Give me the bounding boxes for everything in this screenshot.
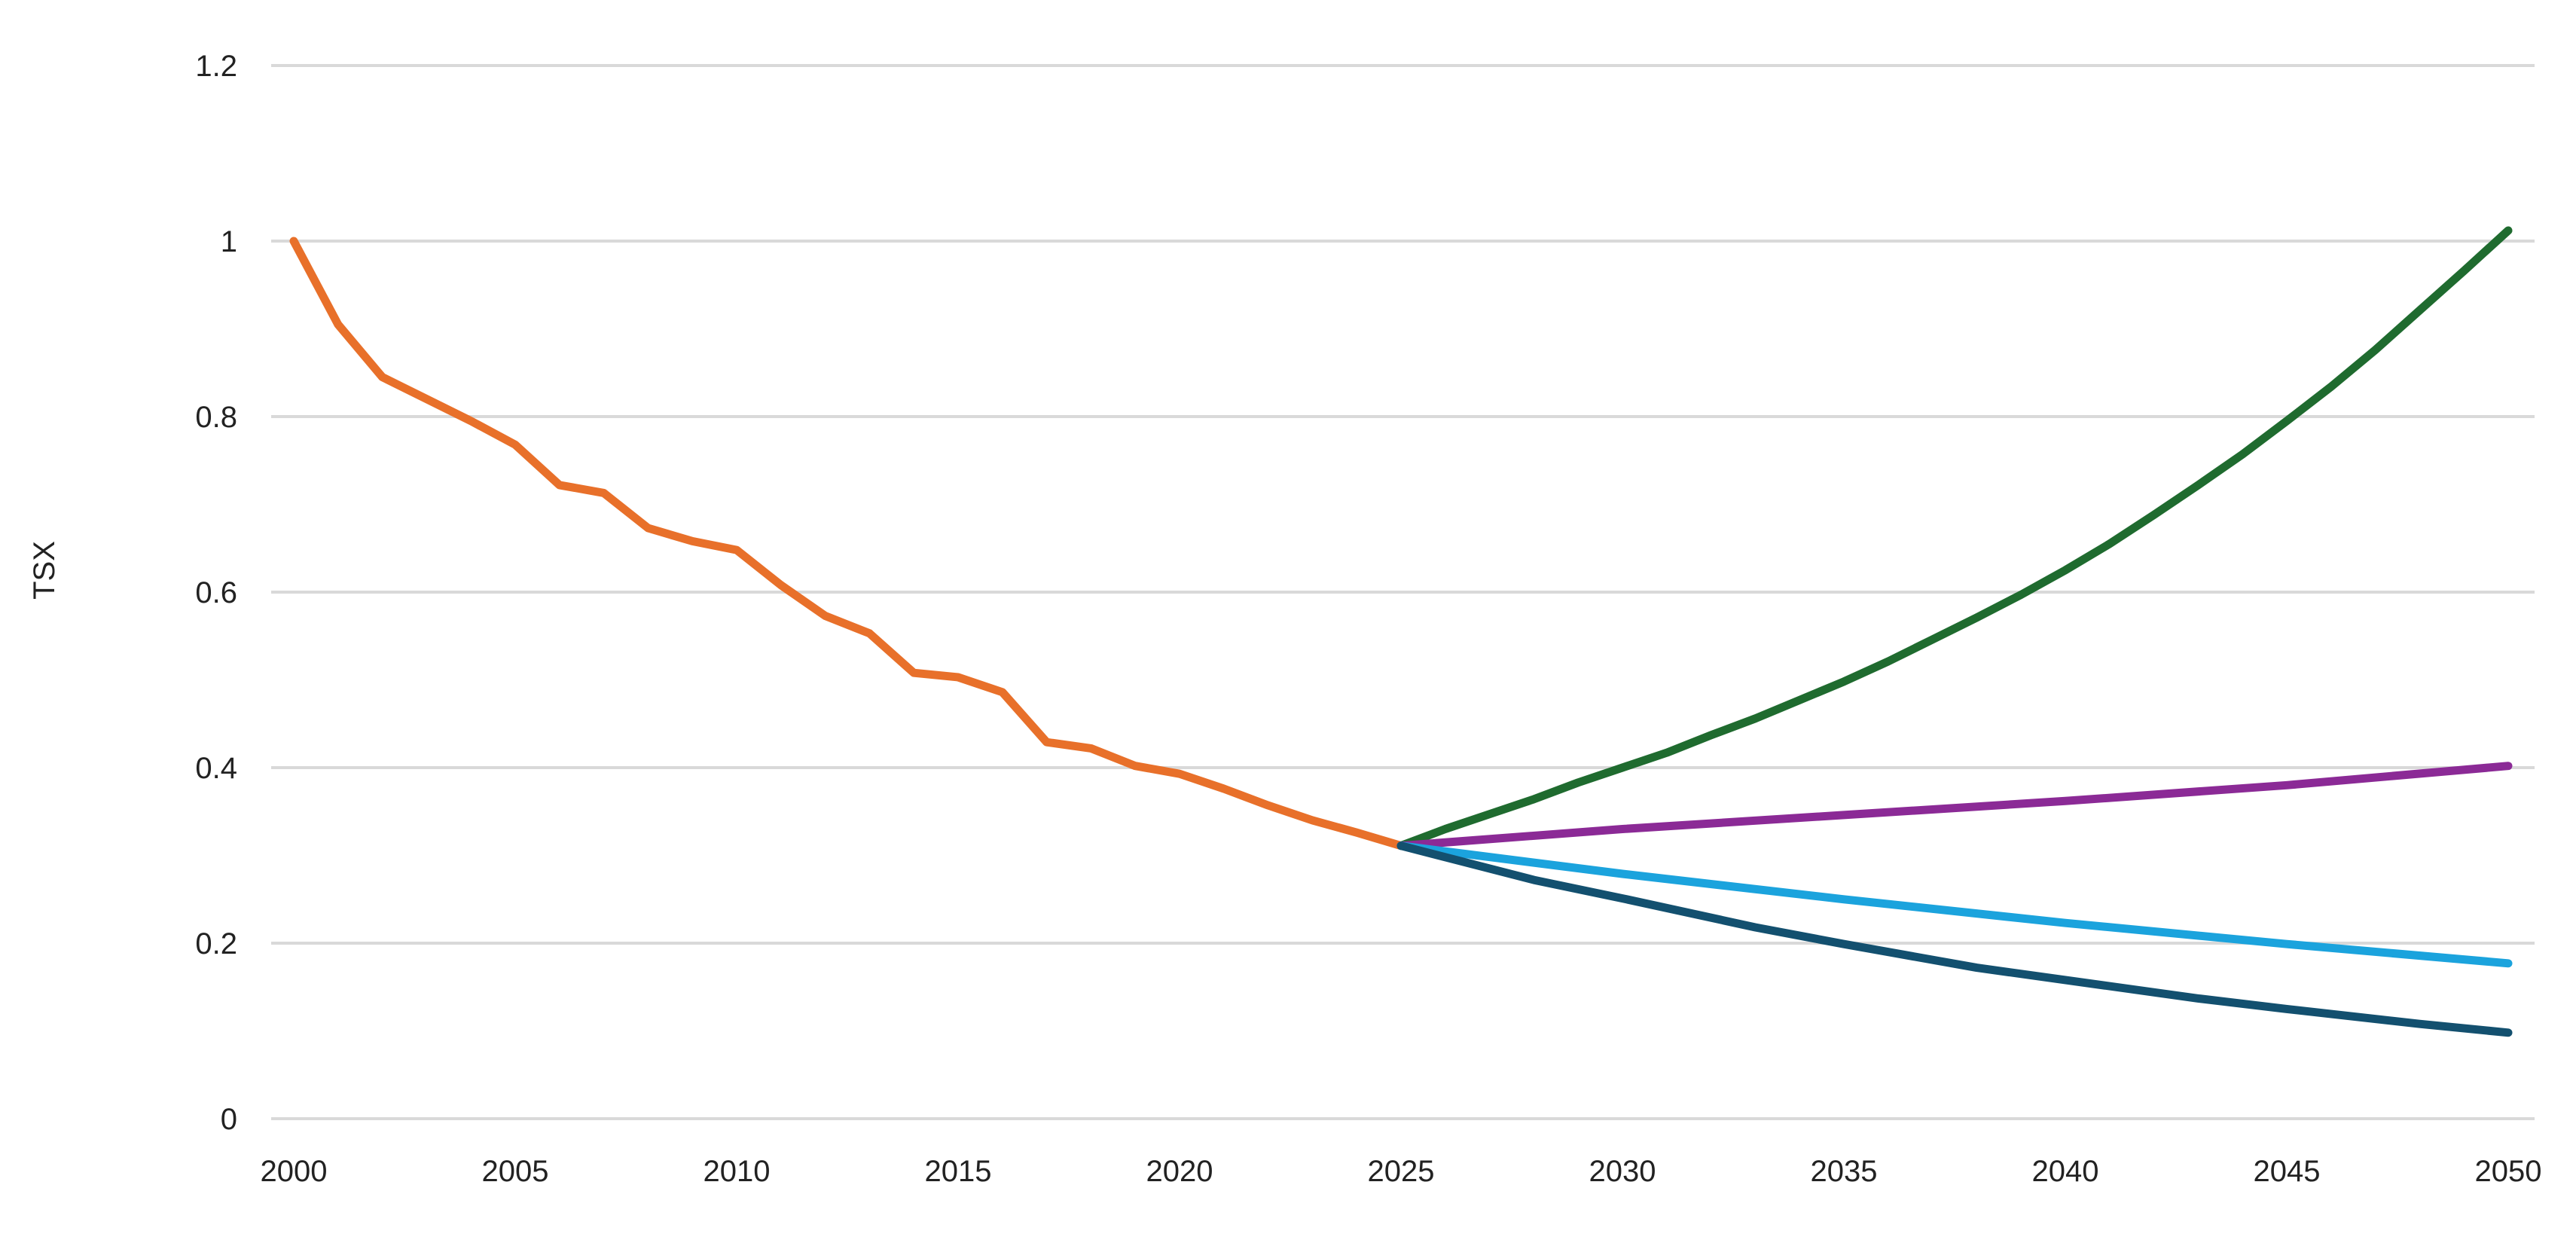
series-line-2: [1401, 231, 2508, 846]
y-tick-label: 0.6: [195, 576, 237, 609]
y-tick-label: 0.2: [195, 927, 237, 960]
y-tick-label: 0.8: [195, 401, 237, 434]
x-tick-label: 2045: [2254, 1155, 2321, 1188]
y-tick-label: 1: [221, 225, 237, 258]
y-axis-tick-labels: 0 0.2 0.4 0.6 0.8 1 1.2: [195, 50, 237, 1136]
x-tick-label: 2050: [2475, 1155, 2542, 1188]
x-tick-label: 2010: [704, 1155, 771, 1188]
x-tick-label: 2015: [925, 1155, 992, 1188]
x-tick-label: 2035: [1811, 1155, 1878, 1188]
series-line-4: [1401, 846, 2508, 964]
x-tick-label: 2030: [1589, 1155, 1656, 1188]
x-tick-label: 2005: [482, 1155, 549, 1188]
series-line-1: [294, 241, 1401, 846]
x-tick-label: 2020: [1146, 1155, 1213, 1188]
chart-svg: 00.20.40.60.811.2 2000 2005 2010 2015 2020 20…: [0, 0, 2576, 1246]
y-tick-label: 0: [221, 1103, 237, 1136]
x-axis-tick-labels: 2000 2005 2010 2015 2020 2025 2030 2035 2040 2045…: [261, 1155, 2542, 1188]
y-tick-label: 0.4: [195, 752, 237, 785]
series-line-3: [1401, 766, 2508, 846]
line-chart: 0 0.2 0.4 0.6 0.8 1 1.2 2000 2005 2010 2015 2020 20…: [0, 0, 2576, 1246]
x-tick-label: 2025: [1368, 1155, 1435, 1188]
x-tick-label: 2000: [261, 1155, 328, 1188]
series-lines: [294, 231, 2508, 1033]
y-axis-title: TSX: [28, 541, 61, 600]
gridlines: [271, 66, 2535, 1119]
series-line-5: [1401, 846, 2508, 1033]
y-tick-label: 1.2: [195, 50, 237, 83]
x-tick-label: 2040: [2032, 1155, 2099, 1188]
